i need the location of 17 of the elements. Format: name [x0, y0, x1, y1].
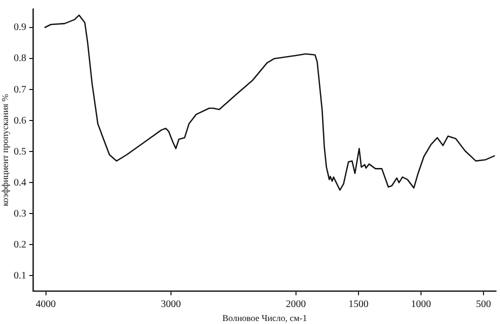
y-tick-label: 0.6 [14, 115, 26, 126]
x-tick-label: 500 [476, 298, 491, 310]
x-tick-label: 2000 [286, 298, 306, 310]
x-tick-label: 1000 [410, 298, 431, 310]
y-tick-label: 0.8 [14, 53, 26, 64]
y-tick-label: 0.9 [14, 22, 26, 34]
y-tick-label: 0.7 [14, 84, 26, 96]
x-tick-label: 4000 [36, 298, 56, 310]
y-tick-label: 0.4 [14, 177, 26, 188]
x-axis-title: Волновое Число, см-1 [222, 312, 307, 323]
y-tick-label: 0.5 [14, 146, 26, 158]
y-tick-label: 0.2 [14, 239, 26, 250]
y-tick-label: 0.3 [14, 208, 26, 220]
x-tick-label: 1500 [348, 298, 368, 310]
y-axis-title: коэффициент пропускания % [0, 93, 10, 206]
y-tick-label: 0.1 [14, 270, 26, 282]
x-tick-label: 3000 [160, 298, 181, 310]
